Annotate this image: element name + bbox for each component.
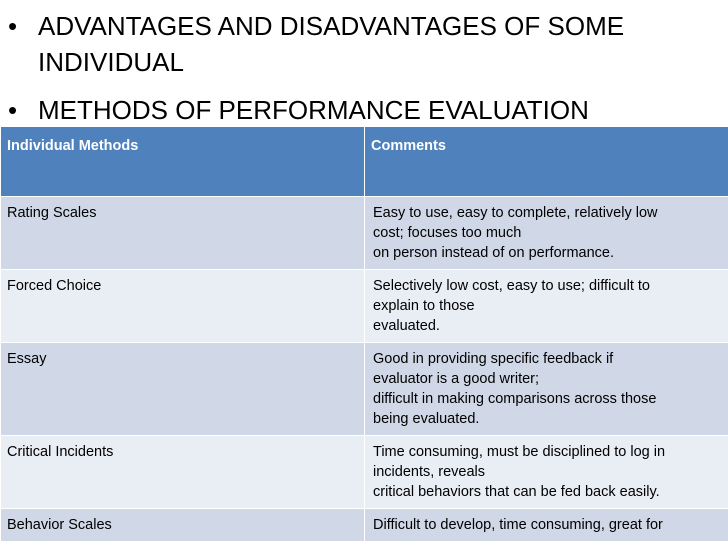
methods-table-container: Individual Methods Comments Rating Scale… [0, 126, 728, 546]
comment-line: being evaluated. [373, 411, 480, 427]
method-cell: Behavior Scales [0, 508, 365, 542]
comment-line: explain to those [373, 298, 475, 314]
comment-line: Selectively low cost, easy to use; diffi… [373, 278, 650, 294]
comment-line: cost; focuses too much [373, 225, 522, 241]
comment-cell: Selectively low cost, easy to use; diffi… [364, 269, 728, 343]
method-cell: Rating Scales [0, 196, 365, 270]
method-cell: Essay [0, 342, 365, 436]
comment-line: evaluated. [373, 318, 440, 334]
comment-line: incidents, reveals [373, 464, 486, 480]
comment-line: Easy to use, easy to complete, relativel… [373, 205, 658, 221]
bullet-text: ADVANTAGES AND DISADVANTAGES OF SOME IND… [38, 11, 625, 77]
bullet-marker: • [8, 95, 18, 125]
table-row: Rating Scales Easy to use, easy to compl… [0, 196, 728, 270]
comment-line: evaluator is a good writer; [373, 371, 540, 387]
method-cell: Critical Incidents [0, 435, 365, 509]
comment-line: Time consuming, must be disciplined to l… [373, 444, 666, 460]
comment-line: difficult in making comparisons across t… [373, 391, 657, 407]
column-header-methods: Individual Methods [0, 126, 365, 197]
column-header-comments: Comments [364, 126, 728, 197]
comment-line: on person instead of on performance. [373, 245, 615, 261]
methods-table: Individual Methods Comments Rating Scale… [0, 126, 728, 542]
comment-line: Good in providing specific feedback if [373, 351, 614, 367]
comment-line: critical behaviors that can be fed back … [373, 484, 660, 500]
comment-cell: Time consuming, must be disciplined to l… [364, 435, 728, 509]
comment-cell: Easy to use, easy to complete, relativel… [364, 196, 728, 270]
bullet-text: METHODS OF PERFORMANCE EVALUATION [38, 95, 589, 125]
table-row: Essay Good in providing specific feedbac… [0, 342, 728, 436]
comment-line: Difficult to develop, time consuming, gr… [373, 517, 663, 533]
comment-cell: Difficult to develop, time consuming, gr… [364, 508, 728, 542]
bullet-marker: • [8, 11, 18, 41]
table-header-row: Individual Methods Comments [0, 126, 728, 197]
comment-cell: Good in providing specific feedback if e… [364, 342, 728, 436]
method-cell: Forced Choice [0, 269, 365, 343]
table-row: Behavior Scales Difficult to develop, ti… [0, 508, 728, 542]
table-row: Critical Incidents Time consuming, must … [0, 435, 728, 509]
table-row: Forced Choice Selectively low cost, easy… [0, 269, 728, 343]
